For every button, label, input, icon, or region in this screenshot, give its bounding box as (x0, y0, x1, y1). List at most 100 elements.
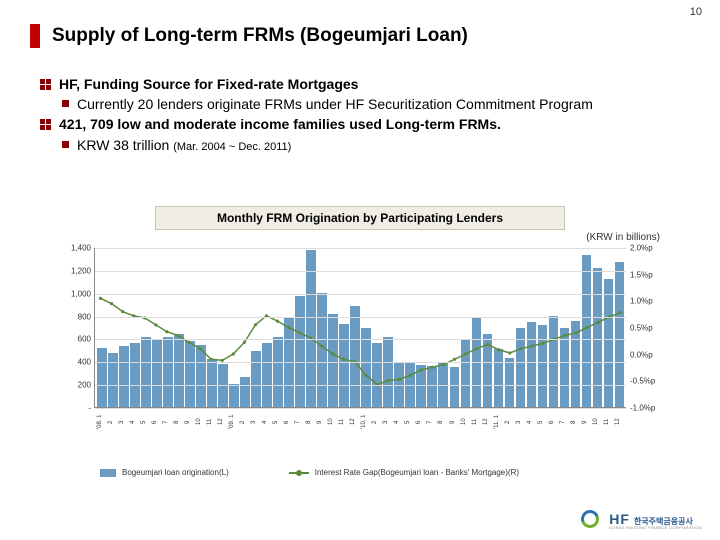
x-tick: 10 (461, 407, 471, 439)
x-tick: 6 (549, 407, 559, 439)
x-tick: 5 (141, 407, 151, 439)
legend-bar-swatch (100, 469, 116, 477)
bullet-icon (40, 79, 51, 90)
x-tick: 10 (196, 407, 206, 439)
page-title: Supply of Long-term FRMs (Bogeumjari Loa… (52, 25, 468, 47)
bullet-2: 421, 709 low and moderate income familie… (59, 115, 501, 133)
x-tick: 4 (130, 407, 140, 439)
y-right-tick: 0.5%p (630, 324, 662, 333)
hf-logo: HF 한국주택금융공사 KOREA HOUSING FINANCE CORPOR… (581, 510, 702, 532)
gridline (95, 362, 626, 363)
y-left-tick: 1,000 (61, 289, 91, 298)
x-tick: 2 (372, 407, 382, 439)
x-tick: 3 (251, 407, 261, 439)
x-tick: '11. 1 (494, 407, 504, 439)
x-tick: 11 (207, 407, 217, 439)
y-left-tick: 1,200 (61, 266, 91, 275)
x-tick: 6 (152, 407, 162, 439)
sub-bullet-icon (62, 141, 69, 148)
x-tick: 6 (284, 407, 294, 439)
x-tick: 3 (119, 407, 129, 439)
y-right-tick: 1.0%p (630, 297, 662, 306)
x-tick: 2 (240, 407, 250, 439)
page-number: 10 (690, 6, 702, 18)
y-right-tick: 0.0%p (630, 350, 662, 359)
x-tick: 8 (174, 407, 184, 439)
x-tick: 11 (472, 407, 482, 439)
x-tick: '09. 1 (229, 407, 239, 439)
x-tick: 3 (383, 407, 393, 439)
y-left-tick: 600 (61, 335, 91, 344)
x-tick: 4 (262, 407, 272, 439)
x-tick: 6 (416, 407, 426, 439)
gridline (95, 271, 626, 272)
legend-bar-label: Bogeumjari loan origination(L) (122, 468, 229, 477)
x-tick: 8 (438, 407, 448, 439)
legend-line-label: Interest Rate Gap(Bogeumjari loan - Bank… (315, 468, 519, 477)
x-tick: 4 (527, 407, 537, 439)
x-tick: 10 (593, 407, 603, 439)
gridline (95, 248, 626, 249)
x-tick: '08. 1 (97, 407, 107, 439)
gridline (95, 408, 626, 409)
title-accent (30, 24, 40, 48)
x-tick: 9 (450, 407, 460, 439)
x-tick: '10. 1 (361, 407, 371, 439)
x-tick: 7 (163, 407, 173, 439)
bullet-2-sub-main: KRW 38 trillion (77, 137, 169, 153)
bullet-2-sub: KRW 38 trillion (Mar. 2004 ~ Dec. 2011) (77, 136, 291, 154)
chart-x-labels: '08. 123456789101112'09. 123456789101112… (95, 407, 626, 439)
x-tick: 5 (405, 407, 415, 439)
chart-title: Monthly FRM Origination by Participating… (155, 206, 565, 230)
x-tick: 5 (273, 407, 283, 439)
y-left-tick: 800 (61, 312, 91, 321)
gridline (95, 385, 626, 386)
chart-area: '08. 123456789101112'09. 123456789101112… (60, 248, 660, 428)
y-right-tick: 1.5%p (630, 270, 662, 279)
x-tick: 12 (218, 407, 228, 439)
logo-abbr: HF (609, 512, 630, 526)
chart-line (95, 248, 626, 407)
gridline (95, 294, 626, 295)
y-left-tick: 400 (61, 358, 91, 367)
logo-english: KOREA HOUSING FINANCE CORPORATION (609, 526, 702, 530)
y-left-tick: - (61, 404, 91, 413)
legend-line: Interest Rate Gap(Bogeumjari loan - Bank… (289, 468, 519, 477)
chart-legend: Bogeumjari loan origination(L) Interest … (100, 468, 519, 477)
bullet-1: HF, Funding Source for Fixed-rate Mortga… (59, 75, 358, 93)
y-left-tick: 1,400 (61, 244, 91, 253)
y-right-tick: -1.0%p (630, 404, 662, 413)
x-tick: 9 (317, 407, 327, 439)
x-tick: 11 (339, 407, 349, 439)
x-tick: 11 (604, 407, 614, 439)
hf-logo-icon (581, 510, 603, 532)
bullet-1-sub: Currently 20 lenders originate FRMs unde… (77, 95, 593, 113)
x-tick: 12 (615, 407, 625, 439)
x-tick: 8 (571, 407, 581, 439)
x-tick: 9 (185, 407, 195, 439)
gridline (95, 317, 626, 318)
gridline (95, 339, 626, 340)
x-tick: 8 (306, 407, 316, 439)
x-tick: 3 (516, 407, 526, 439)
x-tick: 7 (427, 407, 437, 439)
y-right-tick: 2.0%p (630, 244, 662, 253)
y-right-tick: -0.5%p (630, 377, 662, 386)
title-bar: Supply of Long-term FRMs (Bogeumjari Loa… (30, 24, 468, 48)
legend-line-swatch (289, 469, 309, 477)
legend-bar: Bogeumjari loan origination(L) (100, 468, 229, 477)
x-tick: 12 (350, 407, 360, 439)
bullet-list: HF, Funding Source for Fixed-rate Mortga… (40, 75, 690, 156)
bullet-2-sub-paren: (Mar. 2004 ~ Dec. 2011) (173, 141, 291, 153)
chart-unit-label: (KRW in billions) (586, 232, 660, 243)
x-tick: 7 (295, 407, 305, 439)
x-tick: 10 (328, 407, 338, 439)
x-tick: 2 (108, 407, 118, 439)
x-tick: 9 (582, 407, 592, 439)
sub-bullet-icon (62, 100, 69, 107)
x-tick: 5 (538, 407, 548, 439)
chart-plot: '08. 123456789101112'09. 123456789101112… (94, 248, 626, 408)
hf-logo-text: HF 한국주택금융공사 KOREA HOUSING FINANCE CORPOR… (609, 512, 702, 530)
x-tick: 7 (560, 407, 570, 439)
x-tick: 2 (505, 407, 515, 439)
